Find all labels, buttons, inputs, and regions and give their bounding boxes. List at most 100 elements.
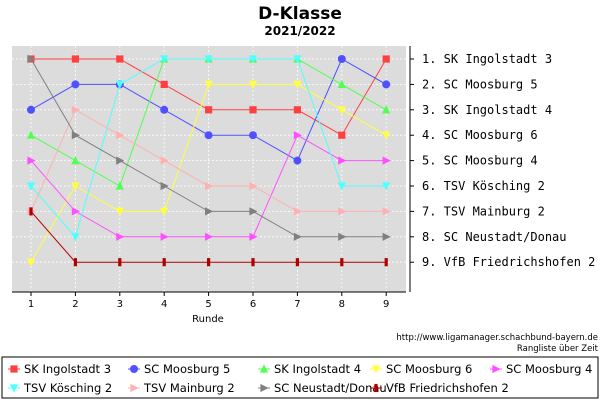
legend-item: SK Ingolstadt 3 bbox=[8, 362, 111, 376]
x-tick-label: 2 bbox=[72, 299, 78, 310]
x-tick-label: 1 bbox=[28, 299, 34, 310]
ranking-label: 9. VfB Friedrichshofen 2 bbox=[422, 255, 595, 269]
data-point bbox=[205, 207, 214, 216]
data-point bbox=[338, 156, 347, 165]
data-point bbox=[71, 80, 80, 89]
legend-label: SK Ingolstadt 3 bbox=[24, 362, 111, 376]
data-point bbox=[337, 106, 346, 115]
data-point bbox=[160, 156, 169, 165]
data-point bbox=[27, 105, 35, 114]
data-point bbox=[116, 131, 125, 140]
data-point bbox=[293, 156, 302, 165]
x-tick-label: 6 bbox=[250, 299, 256, 310]
legend-box bbox=[1, 356, 599, 399]
legend-label: SK Ingolstadt 4 bbox=[274, 362, 361, 376]
data-point bbox=[249, 207, 258, 216]
data-point bbox=[207, 258, 211, 267]
legend-marker bbox=[374, 383, 378, 393]
legend-label: TSV Mainburg 2 bbox=[143, 381, 235, 395]
data-point bbox=[382, 131, 391, 140]
data-point bbox=[26, 130, 36, 139]
data-point bbox=[337, 55, 346, 63]
data-point bbox=[205, 106, 213, 114]
data-point bbox=[337, 182, 346, 191]
data-point bbox=[71, 233, 80, 242]
x-tick-label: 4 bbox=[161, 299, 167, 310]
x-tick-label: 7 bbox=[294, 299, 300, 310]
ranking-label: 8. SC Neustadt/Donau bbox=[422, 230, 567, 244]
data-point bbox=[71, 182, 80, 191]
data-point bbox=[293, 106, 301, 114]
legend-item: SC Neustadt/Donau bbox=[258, 381, 387, 395]
data-point bbox=[29, 207, 33, 216]
data-point bbox=[71, 105, 80, 114]
legend-item: VfB Friedrichshofen 2 bbox=[370, 381, 509, 395]
data-point bbox=[251, 258, 255, 267]
data-point bbox=[295, 258, 299, 267]
legend-marker bbox=[492, 364, 501, 374]
series-8 bbox=[27, 54, 391, 241]
data-point bbox=[115, 181, 124, 190]
x-tick-label: 8 bbox=[339, 299, 345, 310]
legend-label: VfB Friedrichshofen 2 bbox=[386, 381, 509, 395]
legend-item: SC Moosburg 4 bbox=[490, 362, 592, 376]
data-point bbox=[338, 232, 347, 241]
data-point bbox=[337, 79, 346, 88]
data-point bbox=[382, 182, 391, 191]
data-point bbox=[382, 80, 391, 89]
chart-subtitle: 2021/2022 bbox=[264, 24, 335, 38]
x-axis-label: Runde bbox=[192, 314, 224, 325]
chart-title: D-Klasse bbox=[258, 4, 342, 24]
axes: 1 2 3 4 5 6 7 8 9 bbox=[12, 46, 414, 310]
legend-label: SC Neustadt/Donau bbox=[274, 381, 387, 395]
ranking-label: 3. SK Ingolstadt 4 bbox=[422, 103, 552, 117]
series-9 bbox=[29, 207, 388, 267]
ranking-label: 7. TSV Mainburg 2 bbox=[422, 204, 545, 218]
ranking-label: 2. SC Moosburg 5 bbox=[422, 77, 538, 91]
x-tick-label: 5 bbox=[205, 299, 211, 310]
x-tick-label: 3 bbox=[117, 299, 123, 310]
data-point bbox=[115, 80, 124, 89]
data-point bbox=[160, 207, 169, 216]
final-ranking-labels: 1. SK Ingolstadt 3 2. SC Moosburg 5 3. SK … bbox=[422, 52, 595, 269]
data-point bbox=[249, 106, 257, 114]
data-point bbox=[382, 105, 391, 114]
data-point bbox=[293, 131, 302, 140]
series-lines bbox=[26, 54, 391, 267]
data-point bbox=[160, 105, 169, 114]
data-point bbox=[248, 55, 258, 64]
x-tick-label: 9 bbox=[383, 299, 389, 310]
data-point bbox=[116, 232, 125, 241]
legend-item: SK Ingolstadt 4 bbox=[258, 362, 361, 376]
legend-marker bbox=[130, 365, 138, 373]
legend-label: SC Moosburg 6 bbox=[386, 362, 472, 376]
data-point bbox=[293, 232, 302, 241]
legend-item: TSV Kösching 2 bbox=[8, 381, 112, 395]
legend: SK Ingolstadt 3 SC Moosburg 5 SK Ingolstad… bbox=[1, 356, 599, 399]
legend-marker bbox=[130, 383, 139, 393]
data-point bbox=[116, 55, 124, 63]
data-point bbox=[293, 80, 302, 89]
legend-marker bbox=[371, 365, 381, 374]
data-point bbox=[382, 207, 391, 216]
data-point bbox=[205, 232, 214, 241]
data-point bbox=[71, 207, 80, 216]
data-point bbox=[204, 131, 213, 140]
data-point bbox=[338, 207, 347, 216]
data-point bbox=[249, 131, 257, 140]
legend-label: SC Moosburg 4 bbox=[506, 362, 592, 376]
data-point bbox=[204, 55, 213, 64]
series-5 bbox=[27, 131, 391, 241]
data-point bbox=[115, 207, 124, 216]
legend-label: SC Moosburg 5 bbox=[144, 362, 230, 376]
legend-marker bbox=[9, 384, 19, 393]
data-point bbox=[160, 181, 169, 191]
data-point bbox=[26, 182, 36, 191]
data-point bbox=[116, 156, 125, 165]
data-point bbox=[338, 131, 346, 139]
data-point bbox=[71, 55, 79, 63]
series-6 bbox=[26, 55, 391, 242]
data-point bbox=[382, 232, 391, 241]
data-point bbox=[382, 156, 391, 165]
data-point bbox=[160, 80, 168, 88]
